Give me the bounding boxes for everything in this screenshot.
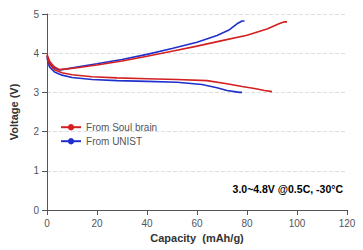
svg-text:3: 3 — [33, 87, 39, 98]
svg-text:100: 100 — [289, 218, 306, 229]
svg-text:From UNIST: From UNIST — [86, 136, 142, 147]
svg-text:Voltage (V): Voltage (V) — [8, 83, 20, 140]
svg-text:From Soul brain: From Soul brain — [86, 122, 157, 133]
svg-text:60: 60 — [191, 218, 203, 229]
svg-text:Capacity (mAh/g): Capacity (mAh/g) — [150, 232, 244, 244]
svg-text:0: 0 — [33, 205, 39, 216]
svg-text:40: 40 — [141, 218, 153, 229]
svg-text:20: 20 — [91, 218, 103, 229]
svg-text:80: 80 — [241, 218, 253, 229]
svg-text:3.0~4.8V @0.5C, -30°C: 3.0~4.8V @0.5C, -30°C — [233, 183, 344, 195]
svg-text:4: 4 — [33, 48, 39, 59]
svg-text:120: 120 — [339, 218, 356, 229]
svg-text:5: 5 — [33, 9, 39, 20]
svg-text:0: 0 — [44, 218, 50, 229]
svg-text:1: 1 — [33, 165, 39, 176]
svg-text:2: 2 — [33, 126, 39, 137]
